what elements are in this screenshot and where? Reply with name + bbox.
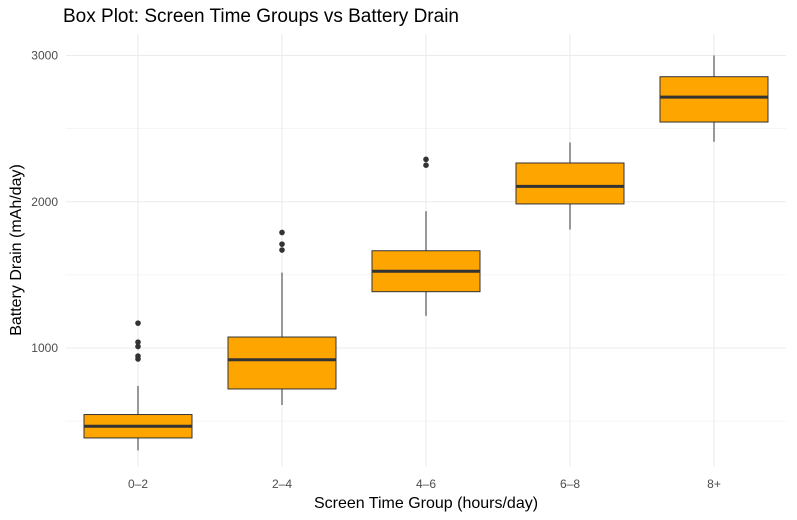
outlier-point [135, 353, 141, 359]
x-tick-label: 4–6 [416, 477, 436, 491]
x-tick-label: 6–8 [560, 477, 580, 491]
box-8+ [659, 76, 769, 123]
outlier-point [135, 343, 141, 350]
x-tick-label: 8+ [707, 477, 721, 491]
x-tick-label: 2–4 [272, 477, 292, 491]
outlier-point [135, 320, 141, 326]
x-axis-label: Screen Time Group (hours/day) [313, 495, 539, 512]
outlier-point [279, 241, 285, 247]
outlier-point [279, 229, 285, 236]
y-tick-label: 3000 [31, 49, 58, 63]
box-2–4 [227, 336, 337, 390]
y-tick-label: 1000 [31, 341, 58, 355]
outlier-point [135, 339, 141, 345]
box-6–8 [515, 162, 625, 205]
outlier-point [423, 162, 429, 168]
chart-title: Box Plot: Screen Time Groups vs Battery … [63, 6, 459, 27]
y-tick-label: 2000 [31, 195, 58, 209]
outlier-point [423, 156, 429, 163]
x-tick-label: 0–2 [128, 477, 148, 491]
outlier-point [279, 247, 285, 253]
